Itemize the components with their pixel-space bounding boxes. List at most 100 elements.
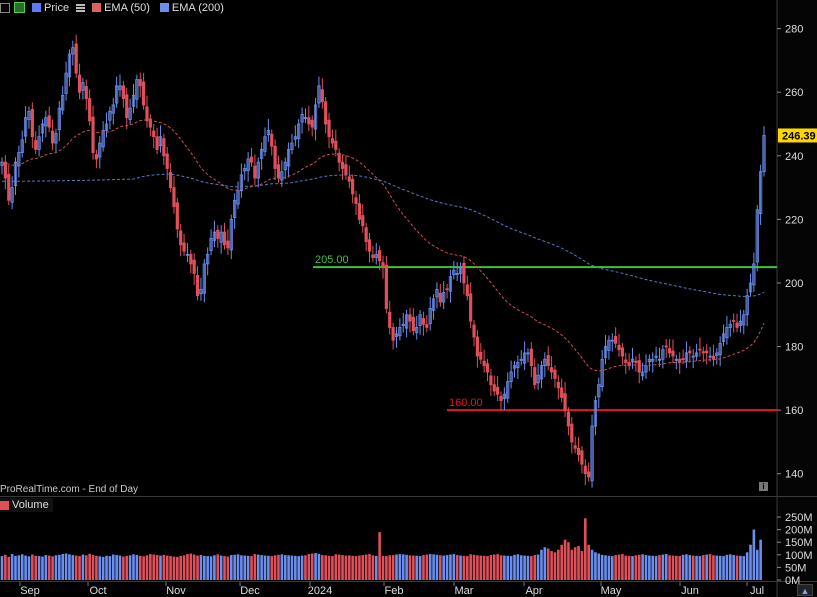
volume-bar [482, 555, 486, 580]
time-tick-label: May [601, 585, 622, 597]
candle-body [131, 94, 136, 107]
chart-type-icon[interactable] [14, 2, 25, 13]
info-icon[interactable]: i [759, 482, 768, 491]
candle-body [732, 320, 736, 322]
candle-body [587, 471, 591, 478]
volume-bar [755, 549, 759, 580]
chart-menu-icon[interactable] [0, 2, 10, 13]
time-tick-label: Jun [681, 585, 699, 597]
volume-bar [698, 556, 702, 580]
candle-body [607, 339, 611, 351]
volume-bar [405, 554, 408, 580]
volume-bar [199, 555, 203, 580]
price-tick-label: 180 [785, 342, 803, 354]
candle-body [570, 423, 574, 443]
volume-bar [401, 554, 405, 580]
candle-body [290, 142, 294, 150]
legend-price[interactable]: Price [29, 2, 72, 14]
candle-body [637, 360, 641, 373]
volume-bar [702, 555, 705, 580]
candle-body [189, 253, 193, 265]
volume-bar [530, 556, 533, 580]
volume-bar [708, 554, 712, 580]
volume-bar [725, 554, 729, 580]
candle-body [347, 176, 351, 182]
volume-bar [4, 554, 7, 580]
candle-body [560, 387, 564, 398]
candle-body [276, 164, 281, 179]
candle-body [364, 227, 368, 243]
scroll-up-button[interactable]: ▲ [797, 584, 813, 596]
candle-body [158, 136, 163, 147]
candle-body [664, 345, 668, 348]
candle-body [546, 355, 550, 367]
candle-body [752, 263, 756, 286]
volume-bar [341, 555, 344, 580]
volume-bar [331, 556, 334, 580]
volume-bar [273, 555, 277, 580]
volume-bar [300, 555, 304, 580]
volume-bar [671, 555, 675, 580]
candle-body [597, 384, 601, 398]
candle-body [327, 119, 331, 138]
candle-body [313, 104, 318, 130]
candle-body [175, 202, 179, 230]
volume-bar [243, 555, 247, 580]
candle-body [209, 238, 213, 251]
volume-bar [111, 554, 115, 580]
candle-body [27, 110, 31, 120]
candle-body [708, 355, 712, 358]
candle-body [630, 358, 635, 363]
candle-body [674, 358, 678, 361]
volume-bar [418, 556, 422, 580]
candle-body [728, 323, 732, 328]
volume-bar [536, 554, 540, 580]
candle-body [418, 314, 422, 326]
price-tick-label: 200 [785, 278, 803, 290]
candle-body [148, 118, 152, 128]
candle-body [222, 231, 227, 246]
volume-bar [186, 554, 189, 580]
volume-bar [617, 554, 621, 580]
volume-bar [277, 554, 280, 580]
volume-bar [567, 542, 570, 580]
candle-body [88, 98, 92, 122]
candle-body [539, 365, 544, 380]
candle-body [91, 116, 95, 154]
volume-bar [115, 555, 118, 580]
volume-bar [742, 556, 746, 580]
candle-body [489, 375, 493, 386]
volume-bar [570, 549, 574, 580]
price-tick-label: 240 [785, 151, 803, 163]
price-swatch-icon [32, 3, 41, 12]
candle-body [448, 276, 453, 292]
volume-bar [624, 555, 628, 580]
candle-body [270, 133, 274, 147]
volume-bar [132, 554, 135, 580]
candle-body [300, 114, 304, 123]
volume-bar [594, 552, 597, 580]
volume-bar [543, 547, 547, 580]
candle-body [192, 259, 196, 274]
candle-body [155, 136, 159, 150]
volume-bar [476, 555, 479, 580]
volume-bar [526, 555, 530, 580]
ema50-line [1, 119, 765, 372]
legend-ema200[interactable]: EMA (200) [157, 2, 227, 14]
candle-body [533, 367, 537, 386]
candle-body [145, 106, 149, 122]
volume-bar [627, 555, 631, 580]
candle-body [563, 393, 567, 411]
legend-ema50[interactable]: EMA (50) [89, 2, 153, 14]
volume-bar [297, 556, 301, 580]
volume-bar [321, 555, 324, 580]
candle-body [600, 358, 604, 388]
settings-menu-icon[interactable] [76, 3, 86, 12]
source-label: ProRealTime.com - End of Day [0, 484, 139, 495]
volume-bar [68, 554, 71, 580]
volume-bar [435, 554, 439, 580]
volume-legend[interactable]: Volume [0, 498, 53, 512]
volume-bar [685, 554, 688, 580]
volume-bar [317, 553, 321, 580]
